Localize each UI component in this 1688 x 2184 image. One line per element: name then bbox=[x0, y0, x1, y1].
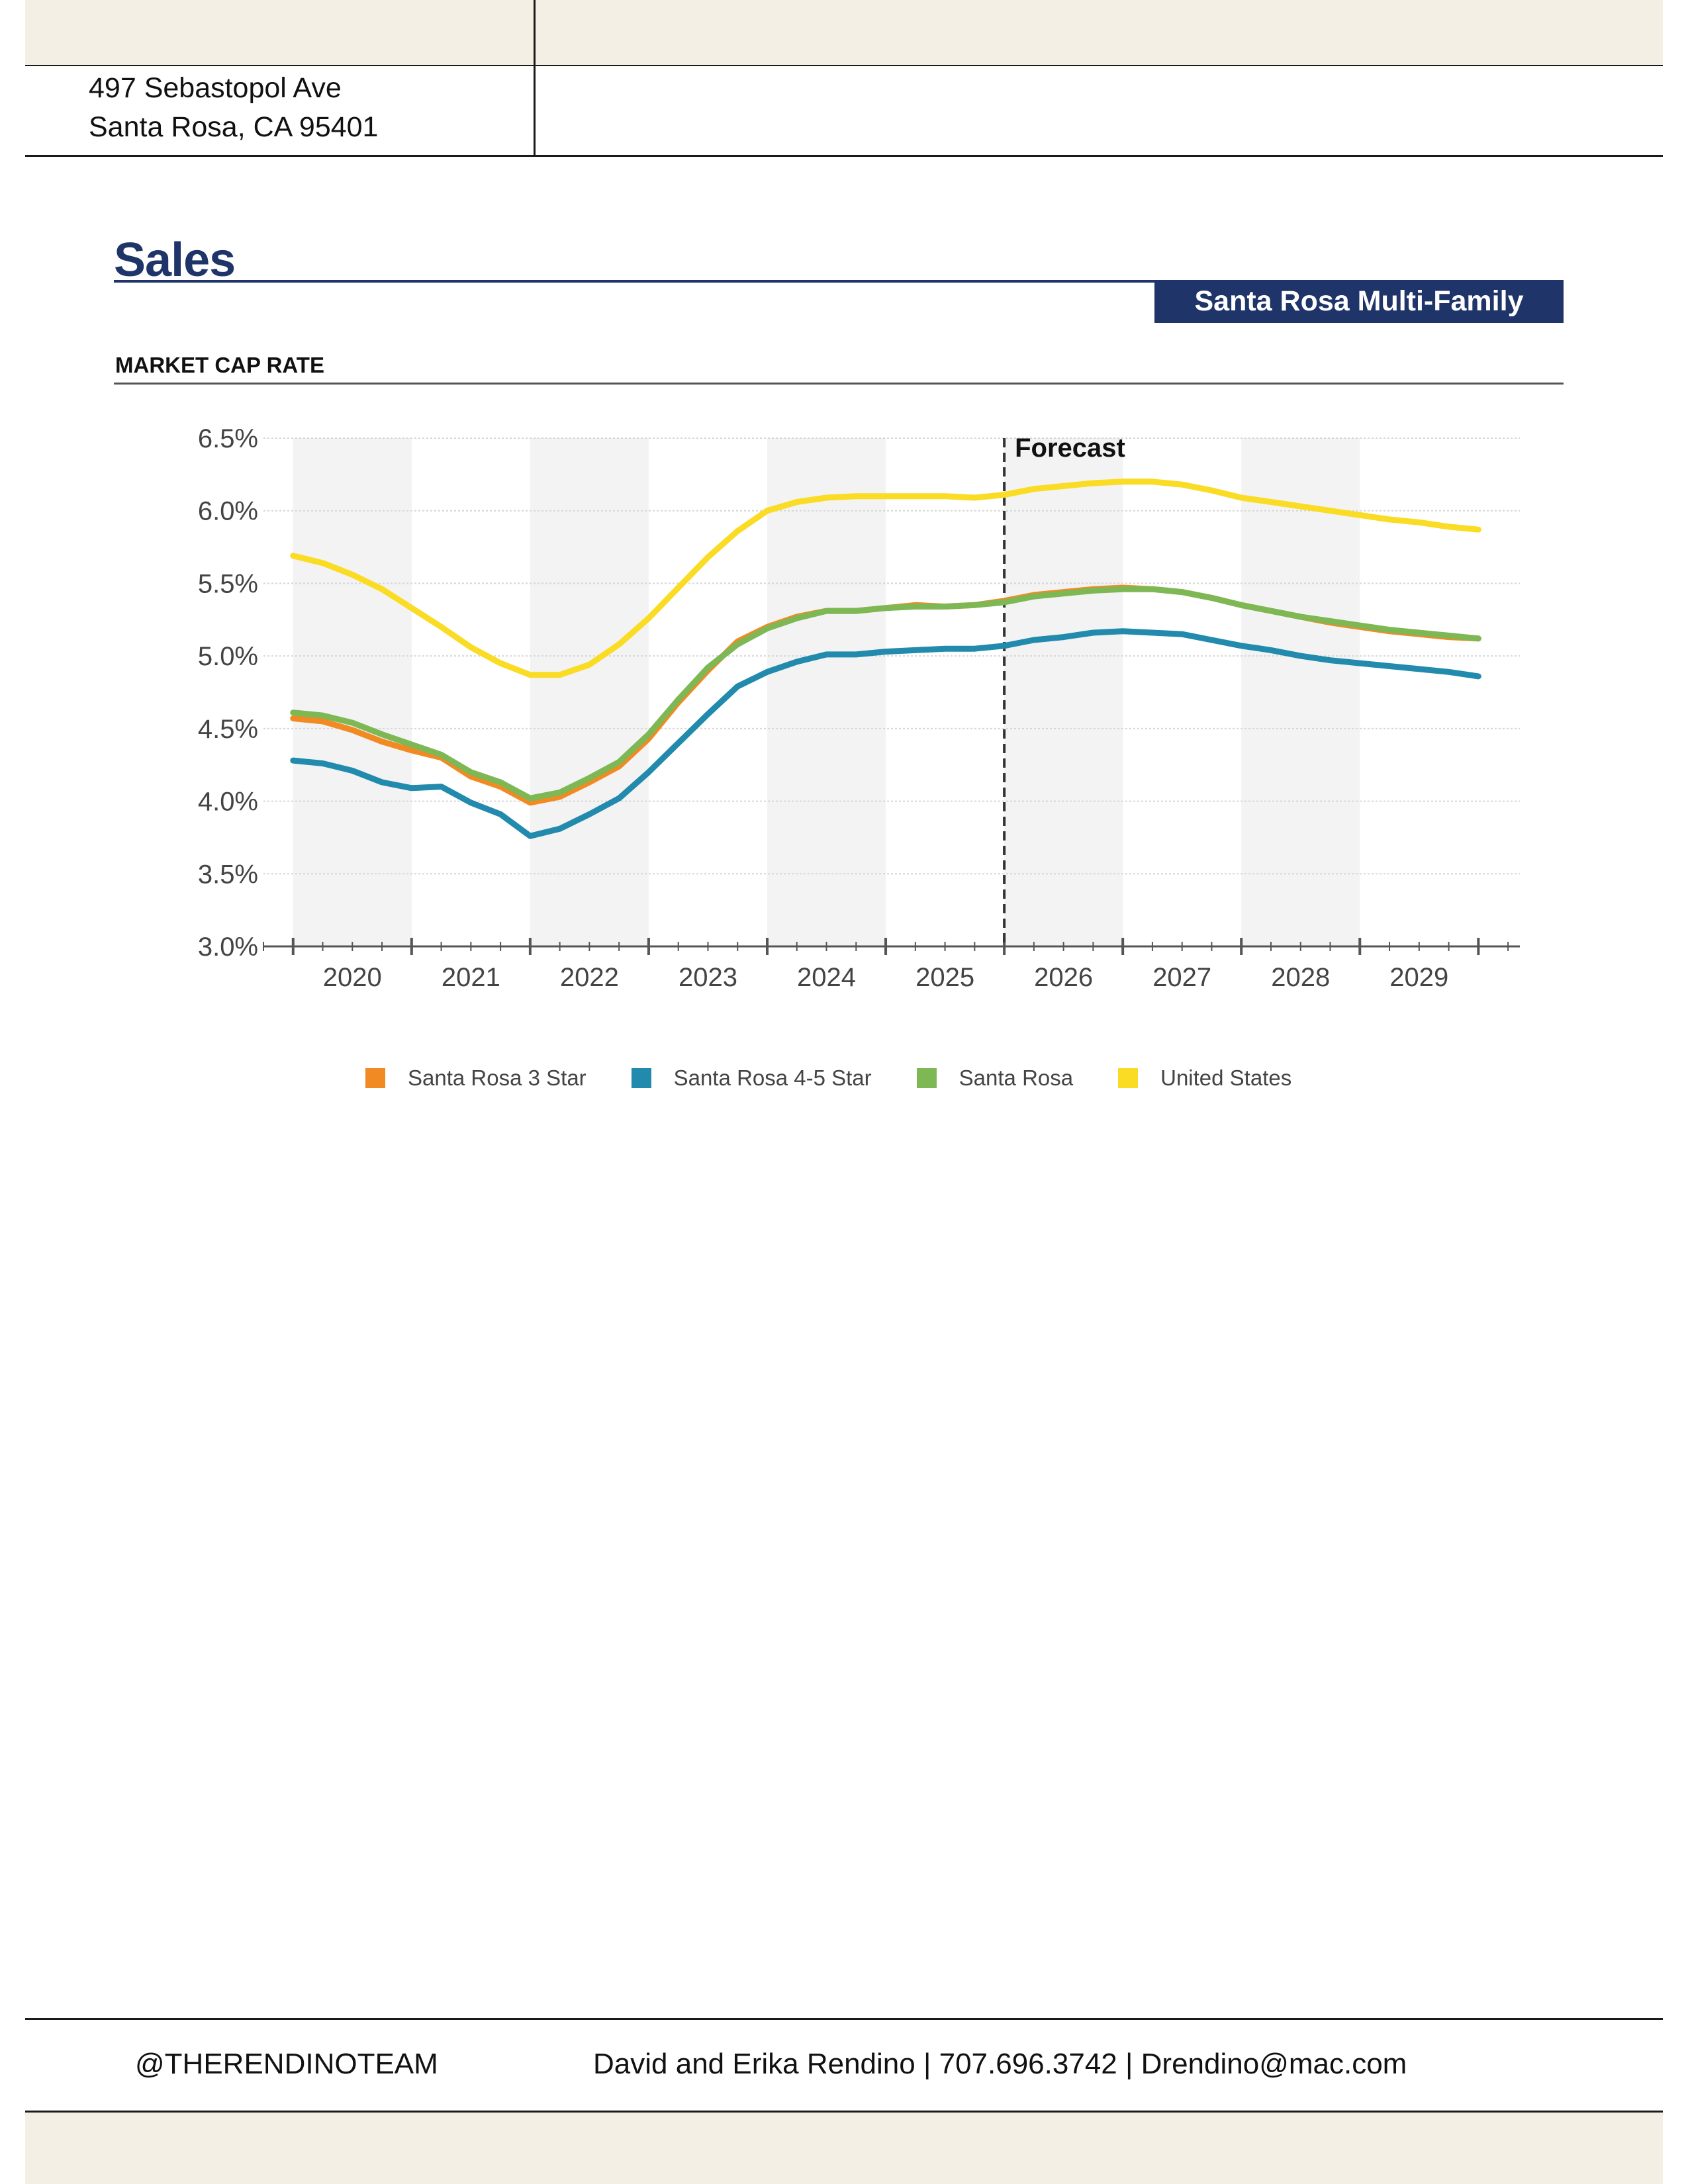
year-shade-band bbox=[293, 438, 412, 946]
header-divider bbox=[25, 65, 1663, 66]
year-shade-band bbox=[530, 438, 649, 946]
x-tick-label: 2022 bbox=[560, 963, 619, 992]
legend-item-santa-rosa: Santa Rosa bbox=[916, 1066, 1074, 1091]
y-tick-label: 4.0% bbox=[198, 788, 258, 817]
x-tick-label: 2021 bbox=[442, 963, 500, 992]
address-line-2: Santa Rosa, CA 95401 bbox=[89, 111, 379, 143]
footer-band bbox=[25, 2113, 1663, 2184]
y-tick-label: 6.0% bbox=[198, 497, 258, 526]
year-shade-band bbox=[1241, 438, 1360, 946]
legend-label: Santa Rosa bbox=[959, 1066, 1074, 1090]
legend-swatch-santa-rosa-4-5-star bbox=[631, 1068, 651, 1088]
legend-swatch-united-states bbox=[1118, 1068, 1139, 1088]
legend-label: United States bbox=[1160, 1066, 1292, 1090]
legend-swatch-santa-rosa-3-star bbox=[365, 1068, 385, 1088]
x-tick-label: 2027 bbox=[1152, 963, 1211, 992]
legend-item-united-states: United States bbox=[1118, 1066, 1291, 1091]
header-band bbox=[25, 0, 1663, 65]
x-tick-label: 2029 bbox=[1389, 963, 1448, 992]
chart-title-rule bbox=[114, 383, 1564, 385]
social-handle: @THERENDINOTEAM bbox=[135, 2048, 438, 2080]
forecast-label: Forecast bbox=[1015, 433, 1125, 463]
cap-rate-chart: 3.0% 3.5% 4.0% 4.5% 5.0% 5.5% 6.0% 6.5% 2020 2021… bbox=[198, 424, 1520, 992]
footer-divider-top bbox=[25, 2018, 1663, 2020]
x-tick-label: 2023 bbox=[679, 963, 737, 992]
series-line-santa-rosa-4-5-star bbox=[290, 628, 1481, 839]
year-shade-band bbox=[1004, 438, 1123, 946]
x-tick-label: 2024 bbox=[797, 963, 856, 992]
y-tick-label: 4.5% bbox=[198, 715, 258, 744]
chart-title: MARKET CAP RATE bbox=[115, 353, 324, 377]
y-tick-label: 5.0% bbox=[198, 642, 258, 671]
address-line-1: 497 Sebastopol Ave bbox=[89, 72, 342, 104]
legend-item-santa-rosa-3-star: Santa Rosa 3 Star bbox=[365, 1066, 586, 1091]
y-tick-label: 3.0% bbox=[198, 933, 258, 962]
market-banner: Santa Rosa Multi-Family bbox=[1154, 280, 1564, 323]
x-tick-label: 2028 bbox=[1271, 963, 1330, 992]
property-address: 497 Sebastopol Ave Santa Rosa, CA 95401 bbox=[89, 69, 378, 147]
year-shade-band bbox=[767, 438, 886, 946]
header-column-divider bbox=[534, 0, 536, 156]
section-title: Sales bbox=[114, 234, 236, 287]
series-line-united-states bbox=[290, 478, 1481, 678]
series-line-santa-rosa bbox=[290, 586, 1481, 801]
legend-label: Santa Rosa 3 Star bbox=[408, 1066, 586, 1090]
y-tick-label: 6.5% bbox=[198, 424, 258, 453]
section-title-rule bbox=[114, 280, 1564, 283]
x-tick-label: 2020 bbox=[323, 963, 382, 992]
x-tick-label: 2025 bbox=[915, 963, 974, 992]
footer-divider-bottom bbox=[25, 2111, 1663, 2113]
legend-label: Santa Rosa 4-5 Star bbox=[673, 1066, 872, 1090]
x-tick-label: 2026 bbox=[1034, 963, 1093, 992]
address-divider bbox=[25, 155, 1663, 157]
y-tick-label: 5.5% bbox=[198, 569, 258, 598]
y-tick-label: 3.5% bbox=[198, 860, 258, 889]
legend-swatch-santa-rosa bbox=[916, 1068, 937, 1088]
contact-info: David and Erika Rendino | 707.696.3742 |… bbox=[593, 2048, 1407, 2080]
chart-legend: Santa Rosa 3 Star Santa Rosa 4-5 Star Sa… bbox=[365, 1062, 1336, 1095]
legend-item-santa-rosa-4-5-star: Santa Rosa 4-5 Star bbox=[631, 1066, 872, 1091]
